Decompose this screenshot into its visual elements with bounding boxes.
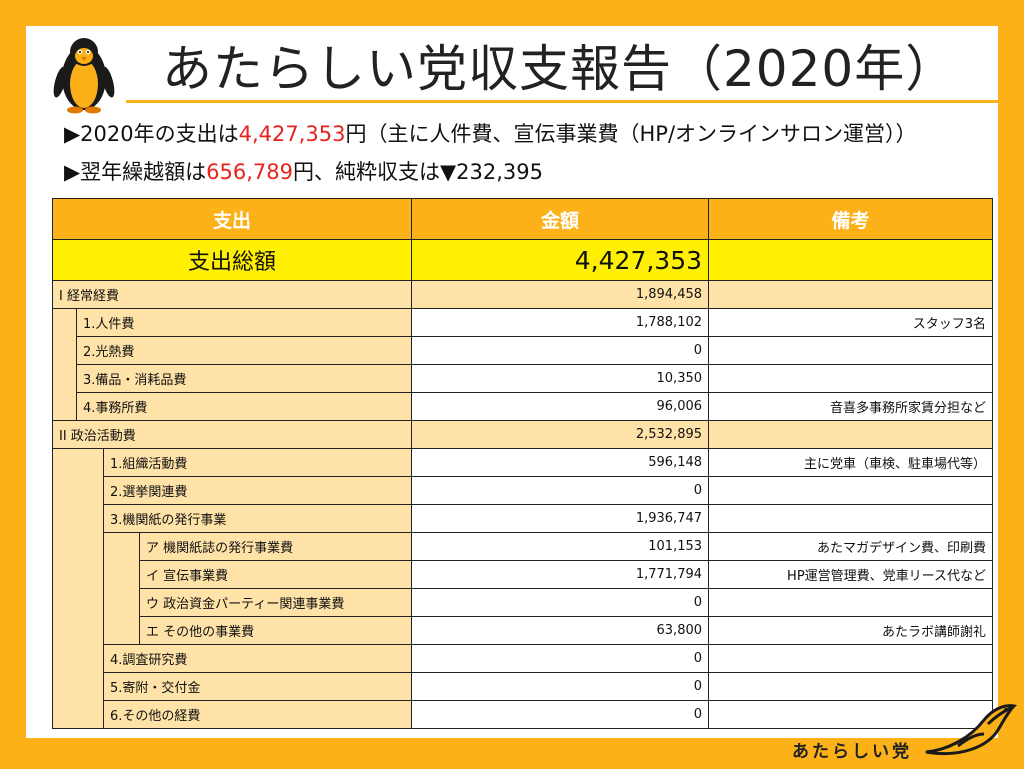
row-note [708,280,994,309]
row-amount: 0 [411,588,710,617]
summary-line1-amount: 4,427,353 [238,122,346,146]
row-note [708,364,994,393]
total-row: 支出総額 4,427,353 [51,239,994,281]
row-label: 5.寄附・交付金 [102,672,413,701]
row-note: HP運営管理費、党車リース代など [708,560,994,589]
table-row: ア 機関紙誌の発行事業費 101,153 あたマガデザイン費、印刷費 [53,532,994,645]
table-row: 4.調査研究費 0 [53,644,994,673]
row-amount: 96,006 [411,392,710,421]
row-label: 2.選挙関連費 [102,476,413,505]
row-note: 音喜多事務所家賃分担など [708,392,994,421]
row-label: ア 機関紙誌の発行事業費 [138,532,413,561]
table-row: 2.選挙関連費 0 [53,476,994,505]
summary-line-carryover: ▶翌年繰越額は656,789円、純粋収支は▼232,395 [64,158,543,186]
indent-spacer [52,308,77,421]
title-underline [126,100,998,103]
table-row: 1.組織活動費 596,148 主に党車（車検、駐車場代等） [52,448,994,729]
table-row: 4.事務所費 96,006 音喜多事務所家賃分担など [53,392,994,421]
row-note: 主に党車（車検、駐車場代等） [708,448,994,477]
penguin-mascot-icon [53,38,115,114]
row-note [708,420,994,449]
summary-line-expenditure: ▶2020年の支出は4,427,353円（主に人件費、宣伝事業費（HP/オンライ… [64,120,917,148]
header-amount: 金額 [411,198,710,240]
brand-bird-logo-icon [925,704,1018,756]
summary-line1-suffix: 円（主に人件費、宣伝事業費（HP/オンラインサロン運営）） [345,122,917,146]
header-expenditure: 支出 [51,198,413,240]
row-label: 2.光熱費 [75,336,413,365]
total-amount: 4,427,353 [411,239,710,281]
row-amount: 1,936,747 [411,504,710,533]
row-amount: 1,788,102 [411,308,710,337]
row-note [708,336,994,365]
row-amount: 0 [411,476,710,505]
row-label: II 政治活動費 [51,420,413,449]
row-amount: 1,894,458 [411,280,710,309]
row-note [708,588,994,617]
summary-line1-prefix: ▶2020年の支出は [64,122,239,146]
row-note: あたマガデザイン費、印刷費 [708,532,994,561]
row-amount: 0 [411,672,710,701]
table-row: I 経常経費 1,894,458 [51,280,994,309]
expenditure-table: 支出 金額 備考 支出総額 4,427,353 I 経常経費 1,894,458… [51,198,994,729]
row-amount: 596,148 [411,448,710,477]
row-label: 6.その他の経費 [102,700,413,729]
row-label: 1.組織活動費 [102,448,413,477]
row-label: ウ 政治資金パーティー関連事業費 [138,588,413,617]
table-row: 3.備品・消耗品費 10,350 [53,364,994,393]
header-note: 備考 [708,198,994,240]
table-row: 2.光熱費 0 [53,336,994,365]
table-row: 1.人件費 1,788,102 スタッフ3名 [52,308,994,421]
indent-spacer [103,532,140,645]
row-label: イ 宣伝事業費 [138,560,413,589]
table-header-row: 支出 金額 備考 [51,198,994,240]
slide: あたらしい党収支報告（2020年） ▶2020年の支出は4,427,353円（主… [26,26,998,738]
row-amount: 1,771,794 [411,560,710,589]
row-note: あたラボ講師謝礼 [708,616,994,645]
row-amount: 2,532,895 [411,420,710,449]
row-label: 3.備品・消耗品費 [75,364,413,393]
row-note: スタッフ3名 [708,308,994,337]
row-amount: 0 [411,336,710,365]
row-note [708,700,994,729]
row-note [708,644,994,673]
row-label: 4.調査研究費 [102,644,413,673]
row-amount: 0 [411,700,710,729]
row-amount: 63,800 [411,616,710,645]
indent-spacer [52,448,104,729]
row-label: エ その他の事業費 [138,616,413,645]
summary-line2-prefix: ▶翌年繰越額は [64,160,207,184]
row-label: 4.事務所費 [75,392,413,421]
row-amount: 0 [411,644,710,673]
table-row: ウ 政治資金パーティー関連事業費 0 [53,588,994,617]
row-label: 3.機関紙の発行事業 [102,504,413,533]
row-amount: 10,350 [411,364,710,393]
page-title: あたらしい党収支報告（2020年） [162,40,957,98]
row-note [708,504,994,533]
table-row: 6.その他の経費 0 [53,700,994,729]
table-row: 3.機関紙の発行事業 1,936,747 [53,504,994,533]
summary-line2-suffix: 円、純粋収支は▼232,395 [293,160,543,184]
row-label: I 経常経費 [51,280,413,309]
row-amount: 101,153 [411,532,710,561]
table-row: II 政治活動費 2,532,895 [51,420,994,449]
table-row: エ その他の事業費 63,800 あたラボ講師謝礼 [53,616,994,645]
summary-line2-amount: 656,789 [206,160,293,184]
total-note [708,239,994,281]
row-label: 1.人件費 [75,308,413,337]
table-row: 5.寄附・交付金 0 [53,672,994,701]
table-row: イ 宣伝事業費 1,771,794 HP運営管理費、党車リース代など [53,560,994,589]
brand-name: あたらしい党 [792,742,912,762]
total-label: 支出総額 [51,239,413,281]
row-note [708,476,994,505]
